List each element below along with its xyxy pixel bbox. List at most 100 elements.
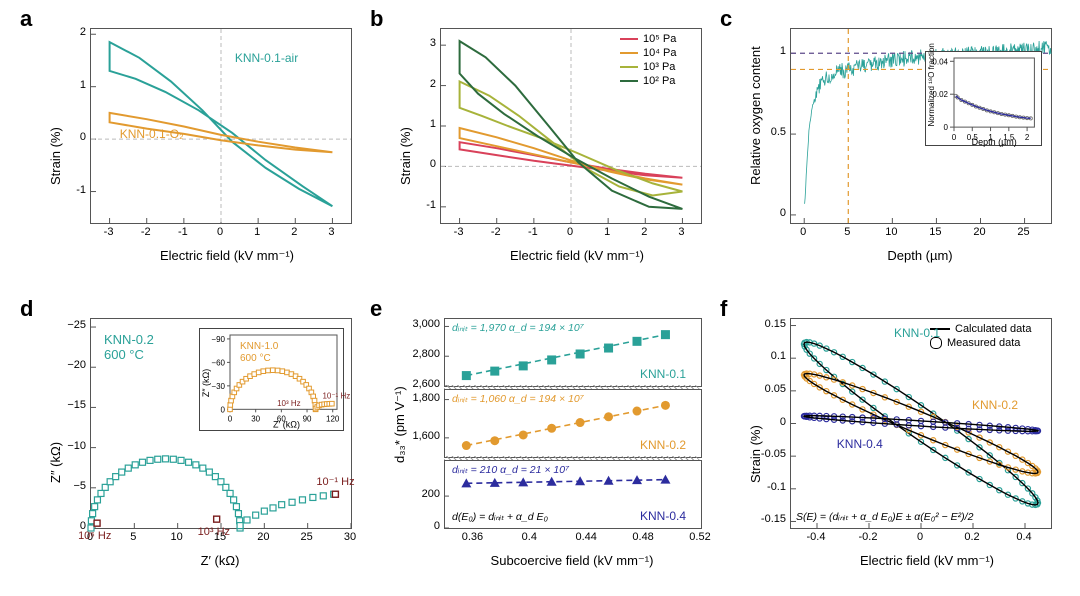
x-axis-label: Subcoercive field (kV mm⁻¹) <box>482 553 662 569</box>
svg-text:Normalized ¹⁸O fraction: Normalized ¹⁸O fraction <box>927 43 936 126</box>
ytick: -1 <box>404 199 436 211</box>
xtick: 10 <box>879 226 903 238</box>
ytick: 1 <box>54 79 86 91</box>
plot-area <box>90 28 352 224</box>
panel-c: Depth (µm)Relative oxygen content0510152… <box>730 10 1060 270</box>
svg-text:Z″ (kΩ): Z″ (kΩ) <box>201 369 211 397</box>
svg-text:KNN-1.0: KNN-1.0 <box>240 341 279 352</box>
ytick: 0 <box>754 207 786 219</box>
series-label: KNN-0.2 <box>972 398 1018 412</box>
xtick: 0.36 <box>456 531 488 543</box>
panel-e: 2,6002,8003,000dᵢₙᵢₜ = 1,970 α_d = 194 ×… <box>380 300 710 575</box>
svg-text:−60: −60 <box>212 359 226 368</box>
xtick: 0 <box>208 226 232 238</box>
svg-text:120: 120 <box>326 415 340 424</box>
ytick: −25 <box>54 319 86 331</box>
ytick: −15 <box>54 399 86 411</box>
freq-label: 10⁶ Hz <box>78 530 111 542</box>
ytick: 0 <box>402 520 440 532</box>
xtick: 25 <box>295 531 319 543</box>
ytick: 1 <box>404 118 436 130</box>
svg-text:90: 90 <box>303 415 312 424</box>
svg-text:2: 2 <box>1025 133 1030 142</box>
ytick: -0.1 <box>754 481 786 493</box>
y-axis-label: d₃₃* (pm V⁻¹) <box>392 386 408 463</box>
xtick: -2 <box>134 226 158 238</box>
ytick: −10 <box>54 440 86 452</box>
xtick: -3 <box>97 226 121 238</box>
xtick: -1 <box>521 226 545 238</box>
x-axis-label: Electric field (kV mm⁻¹) <box>860 553 980 569</box>
svg-text:10⁻¹ Hz: 10⁻¹ Hz <box>323 392 351 401</box>
xtick: 20 <box>967 226 991 238</box>
sample-label: KNN-0.2 <box>640 438 686 452</box>
xtick: 0.4 <box>513 531 545 543</box>
xtick: 0 <box>908 531 932 543</box>
ytick: 0.1 <box>754 350 786 362</box>
y-axis-label: Relative oxygen content <box>748 46 763 185</box>
xtick: 2 <box>282 226 306 238</box>
panel-a: Electric field (kV mm⁻¹)Strain (%)-3-2-1… <box>30 10 360 270</box>
xtick: 0 <box>558 226 582 238</box>
panel-b: Electric field (kV mm⁻¹) Strain (%) -3 -2 -1… <box>380 10 710 270</box>
xtick: 3 <box>319 226 343 238</box>
xtick: 0 <box>791 226 815 238</box>
xtick: -1 <box>171 226 195 238</box>
equation: d(E₀) = dᵢₙᵢₜ + α_d E₀ <box>452 511 548 523</box>
ytick: 0.5 <box>754 126 786 138</box>
ytick: 3 <box>404 37 436 49</box>
equation: S(E) = (dᵢₙᵢₜ + α_d E₀)E ± α(E₀² − E²)/2 <box>796 511 973 523</box>
legend: 10⁵ Pa10⁴ Pa10³ Pa10² Pa <box>620 32 676 88</box>
ytick: 0 <box>754 416 786 428</box>
sample-label: KNN-0.4 <box>640 509 686 523</box>
xtick: 1 <box>595 226 619 238</box>
xtick: 0.2 <box>960 531 984 543</box>
x-axis-label: Electric field (kV mm⁻¹) <box>510 248 630 264</box>
svg-text:Depth (µm): Depth (µm) <box>972 137 1017 147</box>
inset-plot: 00.511.5200.020.04Depth (µm)Normalized ¹… <box>925 51 1041 146</box>
xtick: 5 <box>121 531 145 543</box>
xtick: 10 <box>165 531 189 543</box>
xtick: 20 <box>251 531 275 543</box>
xtick: -0.4 <box>804 531 828 543</box>
inset-plot: 03060901200−30−60−9010³ Hz10⁻¹ HzKNN-1.0… <box>199 328 344 430</box>
xtick: 30 <box>338 531 362 543</box>
legend: Calculated dataMeasured data <box>930 322 1031 350</box>
ytick: 2,800 <box>402 348 440 360</box>
panel-label-f: f <box>720 296 727 322</box>
ytick: 3,000 <box>402 318 440 330</box>
xtick: 5 <box>835 226 859 238</box>
ytick: -0.05 <box>754 448 786 460</box>
x-axis-label: Depth (µm) <box>860 248 980 263</box>
fit-params: dᵢₙᵢₜ = 1,060 α_d = 194 × 10⁷ <box>452 393 584 405</box>
ytick: 0.05 <box>754 383 786 395</box>
x-axis-label: Electric field (kV mm⁻¹) <box>160 248 280 264</box>
xtick: 0.52 <box>684 531 716 543</box>
sample-label: KNN-0.1 <box>640 367 686 381</box>
ytick: 0 <box>404 158 436 170</box>
svg-text:10³ Hz: 10³ Hz <box>277 400 301 409</box>
xtick: -0.2 <box>856 531 880 543</box>
svg-text:0: 0 <box>228 415 233 424</box>
series-label: KNN-0.1-air <box>235 51 298 65</box>
xtick: -2 <box>484 226 508 238</box>
xtick: 0.48 <box>627 531 659 543</box>
svg-text:600 °C: 600 °C <box>240 353 271 364</box>
freq-label: 10⁻¹ Hz <box>316 475 354 488</box>
ytick: −20 <box>54 359 86 371</box>
fit-params: dᵢₙᵢₜ = 210 α_d = 21 × 10⁷ <box>452 464 569 476</box>
xtick: 1 <box>245 226 269 238</box>
svg-text:Z′ (kΩ): Z′ (kΩ) <box>273 420 300 430</box>
y-axis-label: Strain (%) <box>398 127 413 185</box>
xtick: -3 <box>447 226 471 238</box>
ytick: -1 <box>54 184 86 196</box>
svg-text:0: 0 <box>944 123 949 132</box>
svg-text:−30: −30 <box>212 382 226 391</box>
fit-params: dᵢₙᵢₜ = 1,970 α_d = 194 × 10⁷ <box>452 322 584 334</box>
series-label: KNN-0.1-O₂ <box>120 127 184 141</box>
ytick: 2 <box>404 78 436 90</box>
xtick: 2 <box>632 226 656 238</box>
freq-label: 10³ Hz <box>198 526 230 538</box>
xtick: 25 <box>1012 226 1036 238</box>
ytick: 0.15 <box>754 318 786 330</box>
